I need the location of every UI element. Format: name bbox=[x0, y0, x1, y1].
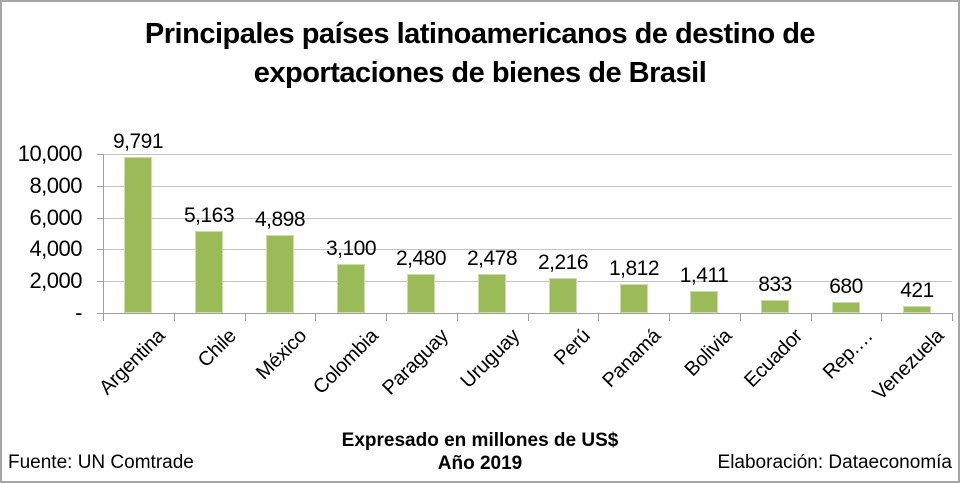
bar-value-label: 1,812 bbox=[608, 257, 660, 280]
chart-title-line-1: Principales países latinoamericanos de d… bbox=[144, 18, 816, 50]
bar-value-label: 1,411 bbox=[679, 264, 729, 287]
bar-value-label: 680 bbox=[829, 275, 863, 298]
bar bbox=[407, 274, 435, 313]
x-category-label: Perú bbox=[549, 325, 595, 370]
y-axis-tick bbox=[97, 154, 103, 155]
bar bbox=[478, 274, 506, 313]
units-note: Expresado en millones de US$ Año 2019 bbox=[2, 429, 958, 475]
gridline bbox=[103, 186, 952, 187]
y-axis-line bbox=[103, 154, 104, 313]
x-category-label: Venezuela bbox=[868, 325, 949, 405]
x-axis-tick bbox=[740, 313, 741, 321]
bar bbox=[761, 300, 789, 313]
bar bbox=[832, 302, 860, 313]
bar bbox=[124, 157, 152, 313]
elaboration-note: Elaboración: Dataeconomía bbox=[717, 452, 952, 473]
x-axis-tick bbox=[315, 313, 316, 321]
x-category-label: Argentina bbox=[95, 325, 170, 400]
gridline bbox=[103, 249, 952, 250]
gridline bbox=[103, 281, 952, 282]
y-axis-tick bbox=[97, 249, 103, 250]
bar-value-label: 2,480 bbox=[395, 247, 447, 270]
x-category-label: Bolivia bbox=[680, 325, 736, 381]
units-line: Expresado en millones de US$ bbox=[341, 430, 619, 451]
bar bbox=[266, 235, 294, 313]
source-note: Fuente: UN Comtrade bbox=[8, 452, 194, 473]
x-axis-tick bbox=[952, 313, 953, 321]
gridline bbox=[103, 218, 952, 219]
bar bbox=[903, 306, 931, 313]
x-category-label: Colombia bbox=[308, 325, 383, 399]
x-axis-tick bbox=[103, 313, 104, 321]
x-axis-tick bbox=[386, 313, 387, 321]
bar-value-label: 2,478 bbox=[466, 247, 518, 270]
x-axis-tick bbox=[598, 313, 599, 321]
y-axis-label: 10,000 bbox=[17, 141, 83, 166]
x-category-label: Paraguay bbox=[378, 325, 453, 400]
x-axis-tick bbox=[457, 313, 458, 321]
x-axis-tick bbox=[881, 313, 882, 321]
bar-value-label: 833 bbox=[758, 273, 792, 296]
bar-value-label: 3,100 bbox=[325, 237, 377, 260]
bar-value-label: 421 bbox=[900, 279, 934, 302]
bar bbox=[549, 278, 577, 313]
chart-title-line-2: exportaciones de bienes de Brasil bbox=[253, 57, 707, 89]
x-category-label: México bbox=[252, 325, 312, 385]
x-axis-line bbox=[97, 313, 952, 314]
x-category-label: Panamá bbox=[598, 325, 666, 392]
y-axis-label: - bbox=[75, 300, 82, 325]
bar bbox=[337, 264, 365, 313]
x-axis-tick bbox=[528, 313, 529, 321]
bar-value-label: 2,216 bbox=[537, 251, 589, 274]
bar bbox=[195, 231, 223, 313]
x-axis-tick bbox=[245, 313, 246, 321]
bar-value-label: 9,791 bbox=[112, 130, 164, 153]
bar-value-label: 5,163 bbox=[183, 204, 235, 227]
bar bbox=[620, 284, 648, 313]
year-line: Año 2019 bbox=[437, 453, 523, 474]
x-category-label: Ecuador bbox=[739, 325, 807, 392]
y-axis-tick bbox=[97, 186, 103, 187]
x-category-label: Uruguay bbox=[456, 325, 524, 393]
y-axis-label: 6,000 bbox=[29, 205, 82, 230]
x-axis-tick bbox=[174, 313, 175, 321]
x-category-label: Chile bbox=[193, 325, 241, 372]
x-axis-tick bbox=[811, 313, 812, 321]
bar-value-label: 4,898 bbox=[254, 208, 306, 231]
x-axis-tick bbox=[669, 313, 670, 321]
y-axis-label: 4,000 bbox=[29, 236, 82, 261]
gridline bbox=[103, 154, 952, 155]
bar bbox=[690, 291, 718, 313]
x-category-label: Rep.… bbox=[818, 325, 878, 384]
y-axis-label: 2,000 bbox=[29, 268, 82, 293]
y-axis-tick bbox=[97, 281, 103, 282]
y-axis-label: 8,000 bbox=[29, 173, 82, 198]
y-axis-tick bbox=[97, 218, 103, 219]
chart-title: Principales países latinoamericanos de d… bbox=[2, 15, 958, 93]
